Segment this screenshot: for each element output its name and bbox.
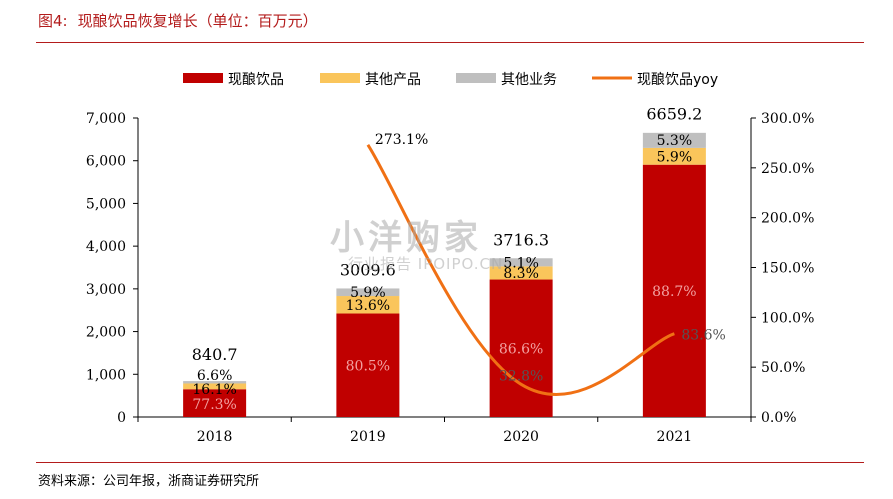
left-axis-tick-label: 3,000 <box>86 282 126 298</box>
bar-segment-other-products <box>336 296 400 314</box>
legend-item-other-business-label: 其他业务 <box>501 72 557 88</box>
right-axis-tick-label: 300.0% <box>761 111 814 127</box>
data-label-total: 840.7 <box>192 345 238 364</box>
left-axis-tick-label: 0 <box>117 410 126 426</box>
data-label-other-business-share: 6.6% <box>197 368 233 384</box>
bottom-divider <box>36 462 864 463</box>
data-label-other-products-share: 16.1% <box>192 382 236 398</box>
bar-segment-other-products <box>489 266 553 280</box>
bar-segment-other-business <box>489 258 553 267</box>
data-label-other-business-share: 5.3% <box>657 133 693 149</box>
data-label-other-business-share: 5.9% <box>350 285 386 301</box>
figure-number: 图4: <box>38 12 68 30</box>
bar-segment-beverage <box>336 313 400 417</box>
title-text: 现酿饮品恢复增长（单位：百万元） <box>77 12 318 30</box>
yoy-data-label: 32.8% <box>499 368 543 384</box>
data-label-beverage-share: 86.6% <box>499 341 543 357</box>
right-axis-tick-label: 200.0% <box>761 211 814 227</box>
x-axis-tick-label: 2018 <box>197 429 233 445</box>
left-axis-tick-label: 7,000 <box>86 111 126 127</box>
bar-segment-other-business <box>336 288 400 297</box>
legend-item-beverage-swatch <box>183 73 223 83</box>
x-axis-tick-label: 2021 <box>657 429 693 445</box>
right-axis-tick-label: 50.0% <box>761 360 805 376</box>
bar-segment-beverage <box>642 164 706 417</box>
data-label-beverage-share: 80.5% <box>346 358 390 374</box>
yoy-data-label: 273.1% <box>375 132 428 148</box>
right-axis-tick-label: 100.0% <box>761 310 814 326</box>
left-axis-tick-label: 6,000 <box>86 154 126 170</box>
legend-item-yoy-label: 现酿饮品yoy <box>637 72 718 88</box>
data-label-total: 3009.6 <box>340 260 396 279</box>
bar-segment-other-products <box>642 147 706 165</box>
yoy-data-label: 83.6% <box>681 328 725 344</box>
legend-item-beverage-label: 现酿饮品 <box>228 72 284 88</box>
data-label-other-products-share: 13.6% <box>346 298 390 314</box>
data-label-total: 3716.3 <box>493 230 549 249</box>
left-axis-tick-label: 2,000 <box>86 325 126 341</box>
legend-item-other-business-swatch <box>456 73 496 83</box>
bar-segment-other-business <box>183 381 247 384</box>
left-axis-tick-label: 5,000 <box>86 196 126 212</box>
yoy-line <box>366 144 675 397</box>
left-axis-tick-label: 1,000 <box>86 367 126 383</box>
x-axis-tick-label: 2019 <box>350 429 386 445</box>
data-label-other-products-share: 8.3% <box>503 266 539 282</box>
right-axis-tick-label: 150.0% <box>761 261 814 277</box>
source-note: 资料来源：公司年报，浙商证券研究所 <box>38 474 260 489</box>
bar-segment-beverage <box>183 389 247 417</box>
data-label-beverage-share: 88.7% <box>652 284 696 300</box>
bar-segment-other-products <box>183 383 247 390</box>
data-label-total: 6659.2 <box>646 105 702 124</box>
legend-item-other-products-swatch <box>320 73 360 83</box>
legend-item-other-products-label: 其他产品 <box>365 72 421 88</box>
right-axis-tick-label: 250.0% <box>761 161 814 177</box>
x-axis-tick-label: 2020 <box>503 429 539 445</box>
chart-title: 图4: 现酿饮品恢复增长（单位：百万元） <box>38 10 318 31</box>
data-label-other-products-share: 5.9% <box>657 149 693 165</box>
bar-segment-other-business <box>642 132 706 148</box>
right-axis-tick-label: 0.0% <box>761 410 797 426</box>
top-divider <box>36 42 864 43</box>
data-label-beverage-share: 77.3% <box>192 397 236 413</box>
data-label-other-business-share: 5.1% <box>503 255 539 271</box>
left-axis-tick-label: 4,000 <box>86 239 126 255</box>
